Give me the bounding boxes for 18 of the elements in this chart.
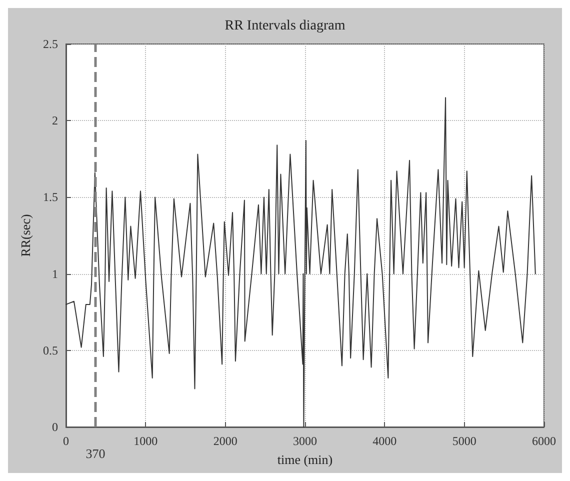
y-tick-label: 0.5: [43, 343, 58, 358]
y-tick-label: 2: [52, 114, 58, 128]
y-axis-title: RR(sec): [18, 214, 34, 257]
line-series: [66, 97, 536, 428]
y-tick-label: 2.5: [43, 37, 58, 51]
x-tick-label: 4000: [372, 434, 397, 448]
chart-title: RR Intervals diagram: [224, 18, 346, 34]
x-tick-label: 5000: [452, 434, 476, 448]
y-tick-label: 1: [52, 266, 58, 281]
x-tick-label: 0: [63, 434, 69, 448]
x-tick-label: 1000: [134, 434, 158, 448]
ref-line-label: 370: [86, 446, 106, 461]
x-tick-label: 2000: [213, 434, 238, 448]
x-axis-title: time (min): [277, 452, 333, 467]
x-tick-label: 3000: [293, 434, 317, 448]
y-tick-label: 0: [52, 420, 58, 434]
x-tick-label: 6000: [532, 434, 556, 448]
y-tick-label: 1.5: [43, 190, 58, 204]
